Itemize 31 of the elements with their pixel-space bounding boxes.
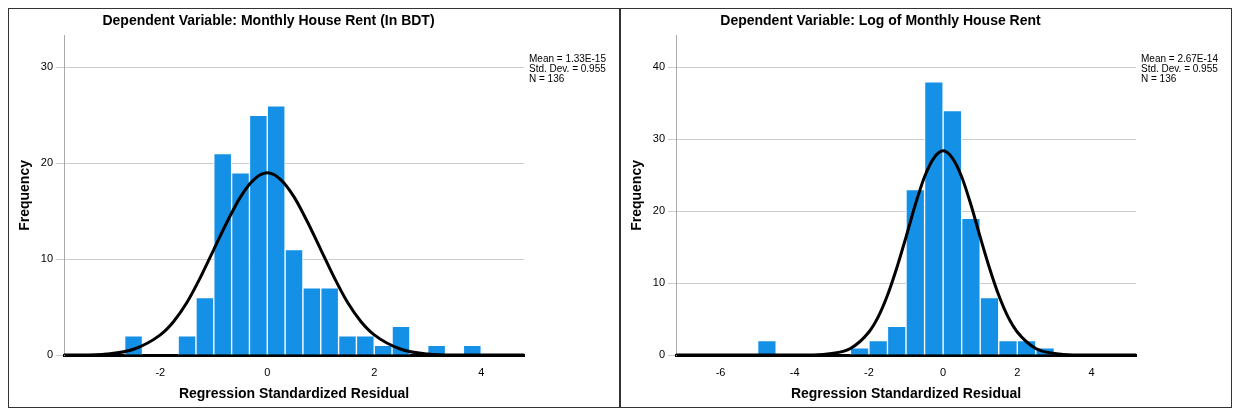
x-tick-label: 2 bbox=[1014, 365, 1021, 378]
x-tick-label: 4 bbox=[1088, 365, 1095, 378]
text: N = 136 bbox=[529, 72, 565, 84]
x-tick-label: 2 bbox=[371, 365, 378, 378]
text: Std. Dev. = 0.955 bbox=[1141, 62, 1219, 74]
y-tick-label: 20 bbox=[652, 204, 666, 217]
chart-title: Dependent Variable: Monthly House Rent (In BDT) bbox=[102, 12, 435, 29]
x-tick-label: -2 bbox=[155, 365, 166, 378]
x-tick-label: -4 bbox=[789, 365, 800, 378]
y-tick-label: 0 bbox=[658, 348, 666, 361]
x-tick-label: 0 bbox=[264, 365, 271, 378]
y-axis-title: Frequency bbox=[16, 159, 33, 231]
x-axis-title: Regression Standardized Residual bbox=[178, 385, 410, 402]
text: Mean = 1.33E-15 bbox=[529, 52, 607, 64]
y-tick-label: 20 bbox=[40, 156, 54, 169]
text: Std. Dev. = 0.955 bbox=[529, 62, 607, 74]
x-tick-label: -6 bbox=[715, 365, 726, 378]
y-tick-label: 10 bbox=[652, 276, 666, 289]
x-axis-title: Regression Standardized Residual bbox=[790, 385, 1022, 402]
y-tick-label: 40 bbox=[652, 60, 666, 73]
y-tick-label: 30 bbox=[40, 60, 54, 73]
chart-title: Dependent Variable: Log of Monthly House Rent bbox=[720, 12, 1042, 29]
y-tick-label: 0 bbox=[46, 348, 54, 361]
y-tick-label: 30 bbox=[652, 132, 666, 145]
x-tick-label: 4 bbox=[478, 365, 485, 378]
x-tick-label: -2 bbox=[864, 365, 874, 378]
y-tick-label: 10 bbox=[40, 252, 54, 265]
text: N = 136 bbox=[1141, 72, 1177, 84]
x-tick-label: 0 bbox=[940, 365, 947, 378]
text: Mean = 2.67E-14 bbox=[1141, 52, 1219, 64]
y-axis-title: Frequency bbox=[628, 159, 645, 231]
